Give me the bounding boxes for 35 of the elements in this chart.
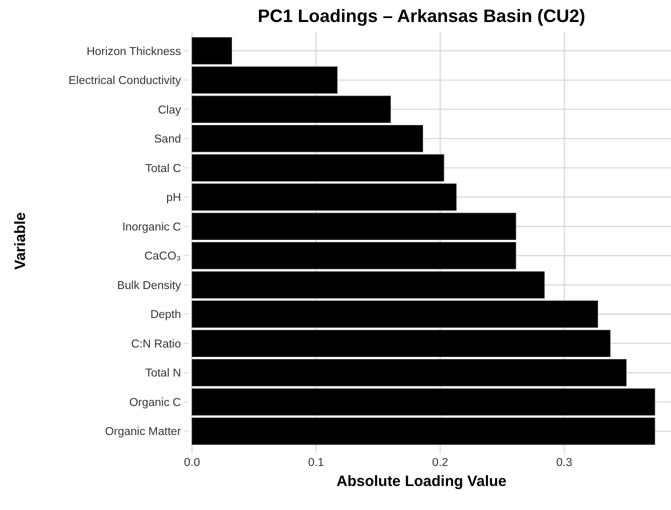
y-tick-label: Total C [145, 162, 181, 175]
x-tick-label: 0.0 [184, 457, 200, 469]
chart-title: PC1 Loadings – Arkansas Basin (CU2) [258, 6, 586, 26]
y-tick-label: Horizon Thickness [86, 46, 182, 58]
bar [192, 330, 610, 357]
y-tick-label: Inorganic C [122, 221, 181, 234]
y-tick-label: Depth [150, 309, 181, 322]
bar [192, 96, 391, 123]
x-tick-label: 0.2 [432, 457, 448, 469]
bar [192, 271, 545, 298]
y-tick-label: Electrical Conductivity [68, 75, 182, 88]
bar [192, 359, 627, 386]
bar [192, 125, 424, 152]
bar [192, 388, 656, 416]
y-tick-label: Organic Matter [104, 426, 182, 438]
x-axis-title: Absolute Loading Value [336, 473, 507, 490]
bar [192, 300, 598, 328]
y-tick-label: Total N [145, 368, 181, 380]
y-tick-label: pH [166, 192, 181, 204]
y-tick-label: C:N Ratio [131, 338, 181, 350]
y-tick-label: Organic C [129, 396, 181, 409]
y-tick-label: Clay [158, 104, 182, 116]
bar [192, 184, 457, 211]
x-tick-label: 0.3 [556, 457, 572, 469]
y-tick-label: Sand [154, 134, 181, 146]
bar [192, 66, 338, 94]
x-tick-label: 0.1 [308, 457, 324, 469]
y-axis-title: Variable [12, 212, 29, 270]
bar [192, 418, 656, 445]
y-tick-label: CaCO₃ [144, 250, 182, 263]
bar [192, 242, 516, 270]
bar [192, 212, 516, 240]
bar [192, 154, 444, 182]
bar [192, 37, 232, 64]
y-tick-label: Bulk Density [117, 280, 182, 292]
